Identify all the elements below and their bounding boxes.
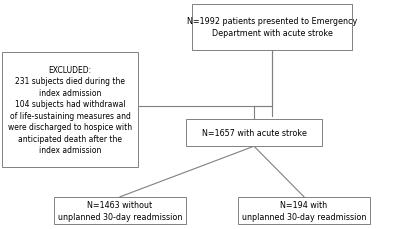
Text: EXCLUDED:
231 subjects died during the
index admission
104 subjects had withdraw: EXCLUDED: 231 subjects died during the i… (8, 65, 132, 154)
FancyBboxPatch shape (192, 5, 352, 50)
FancyBboxPatch shape (2, 53, 138, 167)
FancyBboxPatch shape (54, 197, 186, 224)
Text: N=194 with
unplanned 30-day readmission: N=194 with unplanned 30-day readmission (242, 201, 366, 221)
Text: N=1657 with acute stroke: N=1657 with acute stroke (202, 128, 306, 137)
Text: N=1992 patients presented to Emergency
Department with acute stroke: N=1992 patients presented to Emergency D… (187, 17, 357, 38)
FancyBboxPatch shape (186, 119, 322, 147)
Text: N=1463 without
unplanned 30-day readmission: N=1463 without unplanned 30-day readmiss… (58, 201, 182, 221)
FancyBboxPatch shape (238, 197, 370, 224)
